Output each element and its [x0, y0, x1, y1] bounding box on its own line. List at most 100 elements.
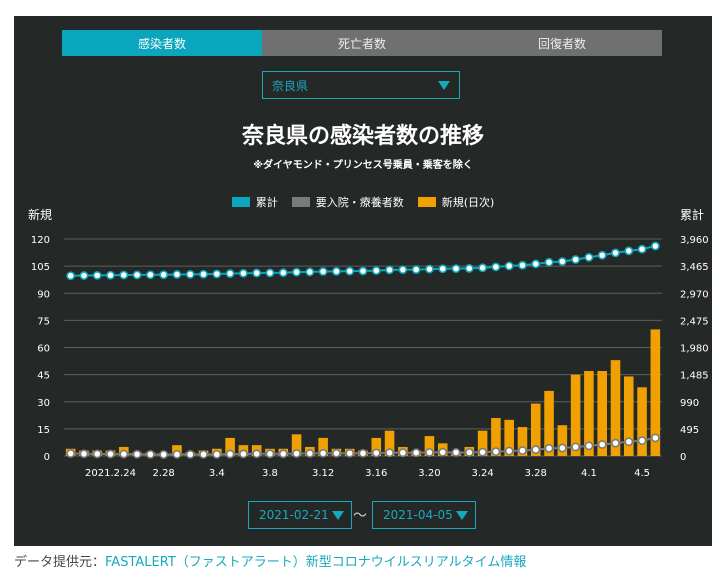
cumulative-point	[650, 241, 660, 251]
chevron-down-icon	[438, 80, 450, 90]
cumulative-point	[597, 250, 607, 260]
cumulative-point	[238, 268, 248, 278]
daily-bar	[504, 419, 514, 456]
cumulative-point	[491, 262, 501, 272]
cumulative-point	[385, 265, 394, 275]
prefecture-select-value: 奈良県	[272, 78, 309, 93]
daily-bar	[517, 427, 528, 456]
hospitalized-point	[172, 449, 182, 459]
cumulative-point	[478, 263, 487, 273]
left-tick-label: 105	[31, 262, 50, 273]
x-tick-label: 3.20	[418, 468, 440, 479]
x-tick-label: 3.24	[471, 468, 493, 479]
cumulative-point	[584, 253, 594, 262]
right-tick-label: 1,980	[680, 344, 709, 355]
data-source: データ提供元：FASTALERT（ファストアラート）新型コロナウイルスリアルタイ…	[14, 551, 526, 570]
cumulative-point	[371, 266, 381, 275]
cumulative-point	[106, 270, 115, 280]
chevron-down-icon	[456, 510, 468, 520]
hospitalized-point	[385, 448, 394, 458]
left-tick-label: 45	[37, 371, 50, 382]
x-tick-label: 3.4	[209, 468, 225, 479]
x-tick-label: 4.1	[581, 468, 597, 479]
cumulative-point	[531, 259, 541, 269]
tab-deaths[interactable]: 死亡者数	[262, 30, 462, 56]
start-date-select[interactable]: 2021-02-21	[248, 501, 352, 529]
cumulative-point	[79, 271, 89, 280]
hospitalized-point	[132, 449, 142, 459]
end-date-select[interactable]: 2021-04-05	[372, 501, 476, 529]
left-tick-label: 60	[37, 344, 50, 355]
cumulative-point	[571, 255, 581, 264]
hospitalized-point	[358, 448, 368, 458]
hospitalized-point	[451, 448, 461, 457]
daily-bar	[570, 374, 581, 456]
tab-recovered[interactable]: 回復者数	[462, 30, 662, 56]
legend-item-daily[interactable]: 新規(日次)	[417, 194, 494, 210]
cumulative-point	[332, 266, 341, 276]
cumulative-point	[637, 244, 647, 254]
hospitalized-point	[611, 438, 620, 448]
x-tick-label: 3.28	[525, 468, 547, 479]
hospitalized-point	[557, 443, 567, 453]
legend-item-cumulative[interactable]: 累計	[231, 194, 278, 210]
hospitalized-point	[571, 442, 581, 452]
hospitalized-point	[66, 449, 76, 458]
left-axis-label: 新規	[28, 207, 52, 222]
hospitalized-point	[518, 446, 527, 455]
daily-bar	[424, 436, 435, 456]
hospitalized-point	[584, 441, 594, 451]
daily-bar	[318, 437, 328, 456]
hospitalized-point	[531, 445, 541, 455]
cumulative-point	[172, 270, 182, 279]
cumulative-point	[292, 267, 301, 277]
hospitalized-point	[185, 450, 195, 459]
legend-swatch-cumulative	[231, 197, 250, 207]
daily-bar	[584, 371, 594, 456]
hospitalized-point	[92, 449, 102, 459]
cumulative-point	[212, 269, 222, 279]
tab-infected[interactable]: 感染者数	[62, 30, 262, 56]
hospitalized-point	[212, 449, 222, 459]
hospitalized-point	[199, 449, 208, 459]
hospitalized-point	[438, 447, 448, 457]
cumulative-point	[185, 269, 195, 279]
prefecture-select[interactable]: 奈良県	[262, 71, 460, 99]
left-tick-label: 90	[37, 289, 50, 300]
daily-bar	[225, 437, 235, 456]
daily-bar	[530, 403, 541, 456]
data-source-link[interactable]: FASTALERT（ファストアラート）新型コロナウイルスリアルタイム情報	[105, 555, 527, 570]
cumulative-point	[425, 264, 434, 274]
right-tick-label: 495	[680, 425, 699, 436]
cumulative-point	[318, 267, 328, 276]
legend-swatch-hospitalized	[291, 197, 310, 207]
right-tick-label: 990	[680, 398, 699, 409]
cumulative-point	[358, 266, 368, 276]
cumulative-point	[345, 266, 355, 276]
right-tick-label: 3,960	[680, 235, 709, 246]
daily-bar	[650, 329, 661, 456]
hospitalized-point	[650, 433, 660, 443]
x-tick-label: 4.5	[634, 468, 650, 479]
hospitalized-point	[252, 449, 262, 459]
cumulative-point	[278, 268, 288, 278]
cumulative-point	[199, 269, 208, 279]
right-tick-label: 3,465	[680, 262, 709, 273]
cumulative-point	[611, 248, 620, 258]
end-date-value: 2021-04-05	[383, 508, 453, 522]
cumulative-point	[145, 270, 155, 280]
legend-item-hospitalized[interactable]: 要入院・療養者数	[291, 194, 404, 210]
data-source-label: データ提供元：	[14, 555, 106, 570]
hospitalized-point	[597, 440, 607, 449]
chevron-down-icon	[332, 510, 344, 520]
daily-bar	[544, 390, 554, 456]
hospitalized-point	[225, 449, 235, 459]
cumulative-point	[411, 265, 421, 274]
hospitalized-point	[305, 449, 315, 458]
chart-subtitle: ※ダイヤモンド・プリンセス号乗員・乗客を除く	[253, 160, 473, 171]
left-tick-label: 120	[31, 235, 50, 246]
date-range-separator: 〜	[353, 508, 367, 524]
cumulative-point	[132, 270, 142, 280]
hospitalized-point	[278, 449, 288, 459]
daily-bar	[291, 434, 302, 456]
